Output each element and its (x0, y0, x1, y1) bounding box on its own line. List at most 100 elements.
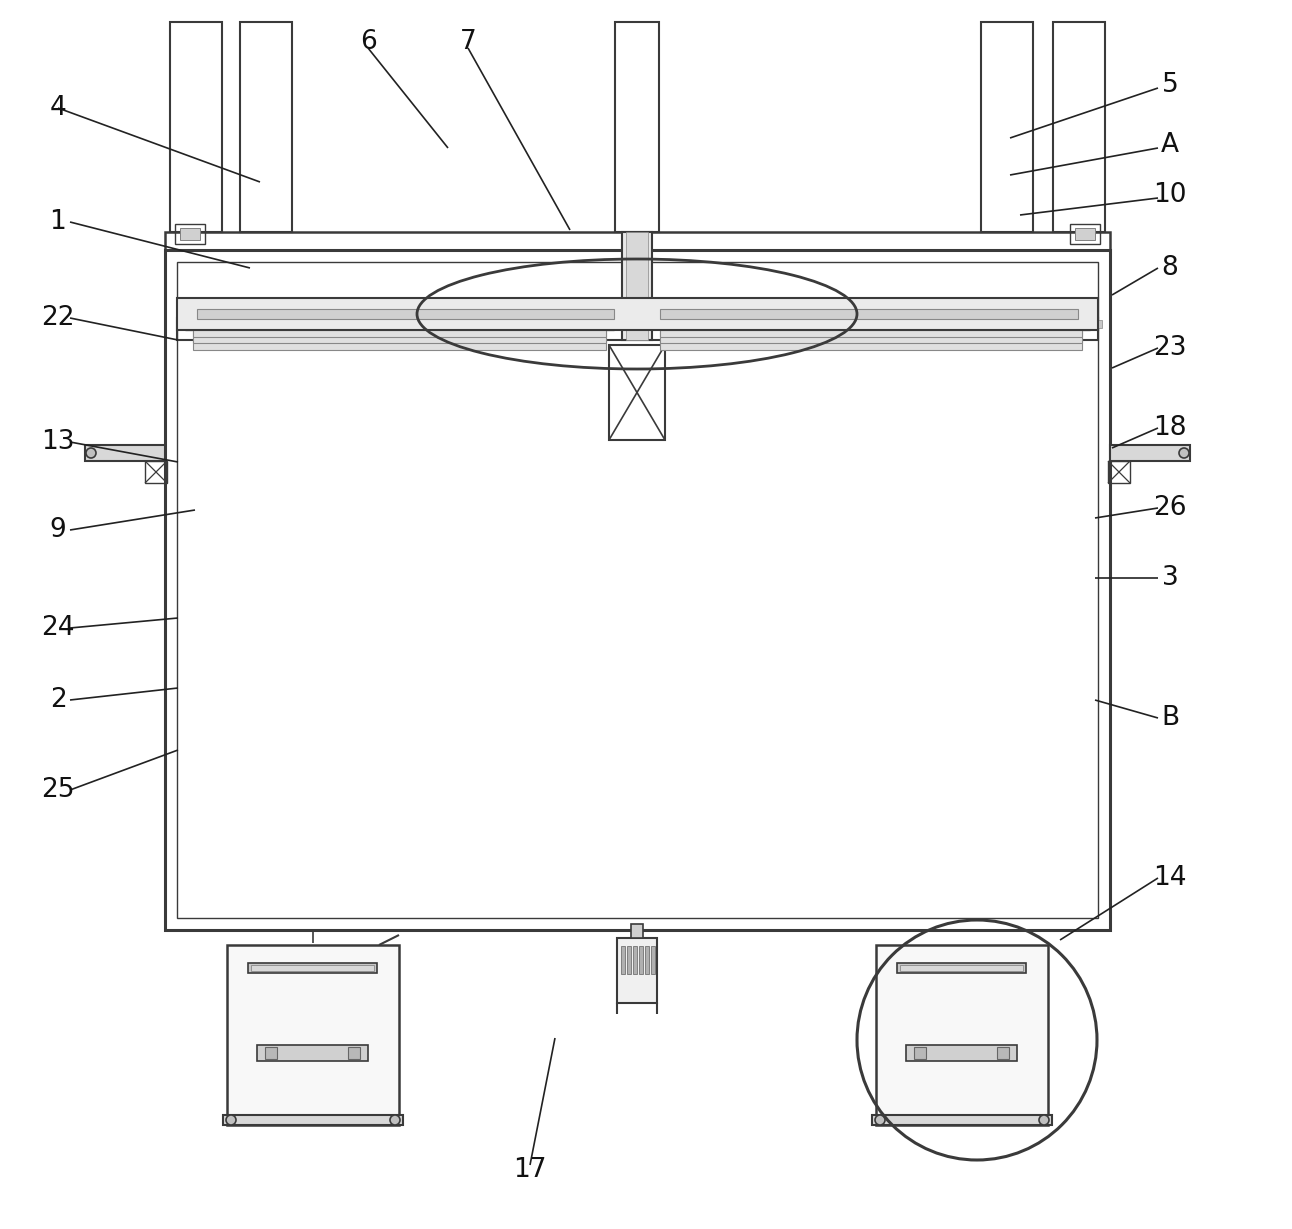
Bar (633, 946, 637, 975)
Text: 4: 4 (49, 95, 66, 120)
Bar (792, 320, 802, 328)
Bar (627, 232, 649, 340)
Bar (897, 964, 1026, 973)
Bar (492, 320, 503, 328)
Circle shape (875, 1115, 885, 1125)
Bar (276, 320, 286, 328)
Text: 5: 5 (1162, 73, 1178, 98)
Bar (552, 320, 562, 328)
Bar (828, 320, 839, 328)
Bar (612, 320, 621, 328)
Bar (1075, 229, 1096, 240)
Bar (177, 318, 1098, 340)
Text: 23: 23 (1154, 336, 1187, 361)
Text: B: B (1162, 705, 1180, 731)
Bar (372, 320, 382, 328)
Text: 9: 9 (49, 517, 66, 543)
Bar (516, 320, 526, 328)
Text: 7: 7 (460, 29, 477, 55)
Bar (177, 262, 1098, 918)
Bar (85, 445, 165, 461)
Bar (640, 946, 643, 975)
Bar (174, 224, 205, 245)
Bar (720, 320, 730, 328)
Bar (696, 320, 705, 328)
Bar (851, 320, 862, 328)
Bar (660, 338, 1081, 349)
Circle shape (1180, 449, 1189, 458)
Bar (817, 320, 826, 328)
Circle shape (390, 1115, 401, 1125)
Bar (744, 320, 755, 328)
Bar (251, 965, 373, 971)
Bar (651, 946, 655, 975)
Bar (912, 320, 922, 328)
Text: 18: 18 (1154, 415, 1187, 441)
Bar (733, 320, 742, 328)
Circle shape (226, 1115, 236, 1125)
Bar (264, 320, 274, 328)
Bar (1068, 320, 1078, 328)
Bar (481, 320, 490, 328)
Bar (348, 320, 358, 328)
Bar (660, 308, 1078, 320)
Bar (636, 320, 646, 328)
Bar (177, 297, 1098, 331)
Bar (180, 320, 190, 328)
Bar (972, 320, 982, 328)
Bar (621, 946, 625, 975)
Bar (876, 320, 886, 328)
Text: 24: 24 (41, 614, 75, 642)
Bar (660, 324, 1081, 337)
Bar (618, 938, 658, 1003)
Bar (252, 320, 262, 328)
Bar (913, 1047, 926, 1059)
Bar (456, 320, 466, 328)
Text: 10: 10 (1154, 182, 1187, 208)
Bar (649, 320, 658, 328)
Bar (1092, 320, 1102, 328)
Text: A: A (1162, 132, 1180, 159)
Text: 1: 1 (49, 209, 66, 235)
Bar (204, 320, 214, 328)
Bar (588, 320, 598, 328)
Bar (901, 320, 910, 328)
Bar (468, 320, 478, 328)
Bar (504, 320, 514, 328)
Bar (288, 320, 298, 328)
Bar (1035, 318, 1090, 331)
Bar (621, 232, 652, 340)
Bar (708, 320, 718, 328)
Bar (240, 22, 292, 232)
Bar (672, 320, 682, 328)
Bar (901, 965, 1023, 971)
Bar (185, 318, 240, 331)
Bar (180, 229, 200, 240)
Bar (171, 22, 222, 232)
Bar (660, 318, 1081, 331)
Bar (756, 320, 766, 328)
Bar (300, 320, 310, 328)
Bar (193, 324, 606, 337)
Bar (193, 338, 606, 349)
Bar (145, 461, 167, 483)
Bar (615, 22, 659, 232)
Bar (1070, 224, 1099, 245)
Bar (645, 946, 649, 975)
Text: 14: 14 (1154, 865, 1187, 891)
Bar (444, 320, 453, 328)
Bar (240, 320, 249, 328)
Bar (1053, 22, 1105, 232)
Bar (193, 331, 606, 343)
Bar (193, 320, 202, 328)
Bar (384, 320, 394, 328)
Bar (1044, 320, 1054, 328)
Bar (960, 320, 970, 328)
Bar (397, 320, 406, 328)
Bar (906, 1045, 1017, 1061)
Bar (935, 320, 946, 328)
Bar (948, 320, 957, 328)
Bar (165, 232, 1110, 249)
Bar (1019, 320, 1030, 328)
Text: 2: 2 (49, 687, 66, 713)
